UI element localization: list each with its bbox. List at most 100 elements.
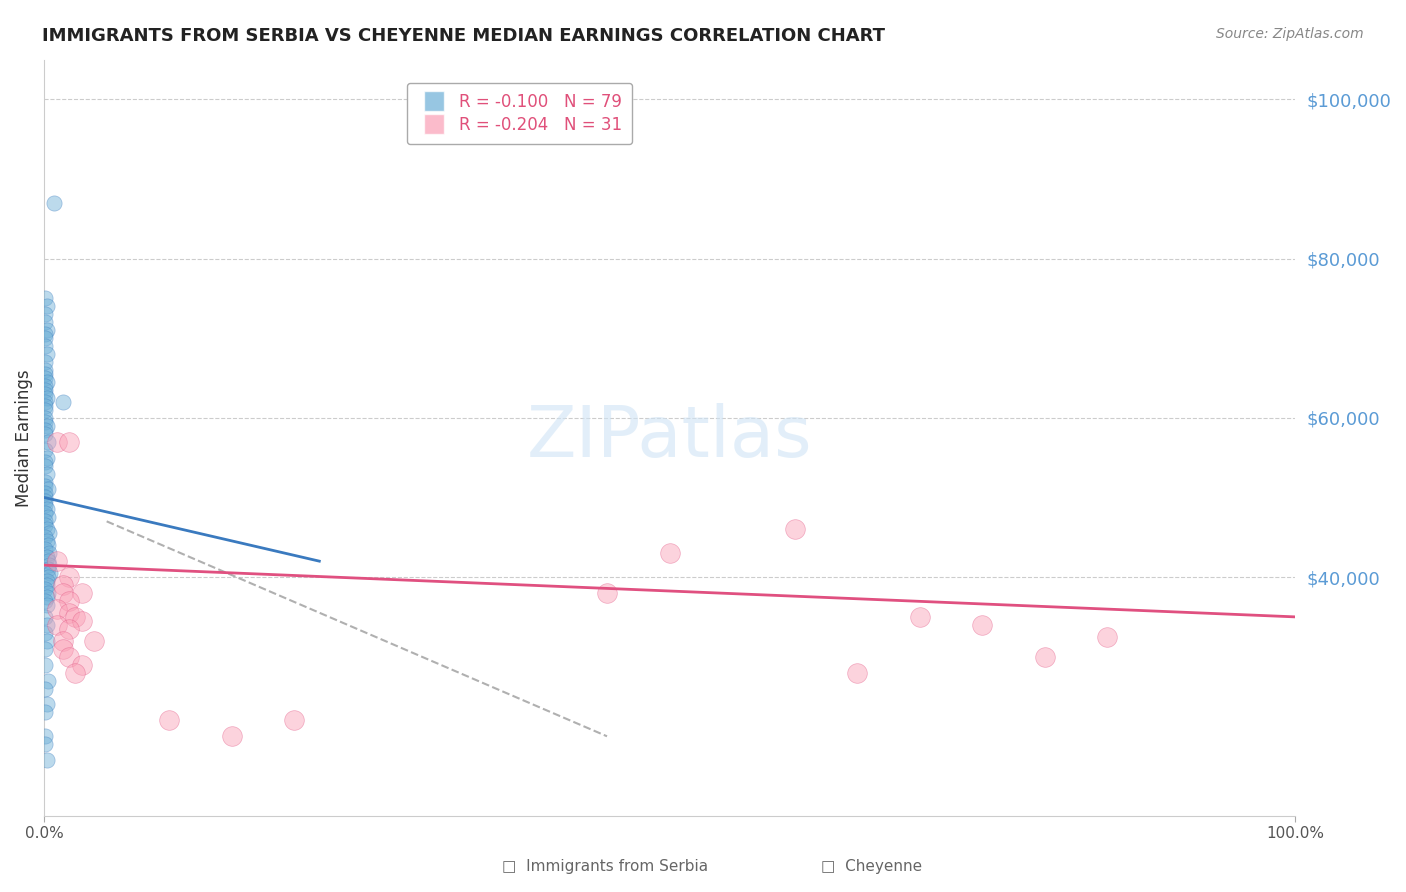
- Point: [35, 617, 58, 632]
- Point: [34, 486, 56, 500]
- Point: [34, 371, 56, 385]
- Point: [37, 538, 59, 552]
- Point: [58, 434, 80, 449]
- Point: [1097, 630, 1119, 644]
- Point: [596, 586, 619, 600]
- Point: [34, 327, 56, 342]
- Point: [35, 418, 58, 433]
- Point: [34, 582, 56, 596]
- Point: [58, 570, 80, 584]
- Point: [34, 518, 56, 533]
- Point: [35, 450, 58, 465]
- Text: □  Cheyenne: □ Cheyenne: [821, 859, 922, 874]
- Point: [34, 339, 56, 353]
- Point: [52, 586, 75, 600]
- Point: [37, 434, 59, 449]
- Point: [35, 299, 58, 313]
- Point: [37, 510, 59, 524]
- Point: [35, 323, 58, 337]
- Point: [38, 558, 60, 573]
- Point: [34, 403, 56, 417]
- Point: [42, 195, 65, 210]
- Point: [35, 590, 58, 604]
- Point: [45, 434, 67, 449]
- Point: [34, 415, 56, 429]
- Point: [35, 598, 58, 612]
- Point: [37, 673, 59, 688]
- Text: Source: ZipAtlas.com: Source: ZipAtlas.com: [1216, 27, 1364, 41]
- Point: [908, 610, 931, 624]
- Point: [35, 698, 58, 712]
- Point: [34, 307, 56, 321]
- Point: [34, 399, 56, 413]
- Point: [34, 494, 56, 508]
- Point: [65, 610, 87, 624]
- Point: [52, 641, 75, 656]
- Point: [34, 507, 56, 521]
- Point: [34, 355, 56, 369]
- Point: [58, 594, 80, 608]
- Point: [65, 665, 87, 680]
- Point: [58, 606, 80, 620]
- Text: □  Immigrants from Serbia: □ Immigrants from Serbia: [502, 859, 707, 874]
- Point: [70, 614, 93, 628]
- Point: [45, 617, 67, 632]
- Point: [34, 514, 56, 528]
- Point: [34, 383, 56, 397]
- Point: [35, 578, 58, 592]
- Point: [34, 442, 56, 457]
- Y-axis label: Median Earnings: Median Earnings: [15, 369, 32, 507]
- Point: [34, 625, 56, 640]
- Point: [658, 546, 681, 560]
- Point: [34, 641, 56, 656]
- Text: ZIPatlas: ZIPatlas: [527, 403, 813, 472]
- Point: [35, 375, 58, 389]
- Point: [34, 610, 56, 624]
- Point: [52, 395, 75, 409]
- Point: [37, 554, 59, 568]
- Point: [34, 657, 56, 672]
- Point: [35, 574, 58, 588]
- Point: [34, 706, 56, 720]
- Point: [70, 586, 93, 600]
- Point: [35, 467, 58, 481]
- Legend: R = -0.100   N = 79, R = -0.204   N = 31: R = -0.100 N = 79, R = -0.204 N = 31: [408, 83, 631, 145]
- Point: [35, 347, 58, 361]
- Point: [34, 387, 56, 401]
- Point: [37, 586, 59, 600]
- Point: [34, 478, 56, 492]
- Point: [35, 550, 58, 565]
- Point: [35, 753, 58, 767]
- Point: [70, 657, 93, 672]
- Point: [35, 522, 58, 536]
- Point: [37, 570, 59, 584]
- Point: [34, 423, 56, 437]
- Text: IMMIGRANTS FROM SERBIA VS CHEYENNE MEDIAN EARNINGS CORRELATION CHART: IMMIGRANTS FROM SERBIA VS CHEYENNE MEDIA…: [42, 27, 886, 45]
- Point: [1033, 649, 1056, 664]
- Point: [34, 737, 56, 751]
- Point: [45, 602, 67, 616]
- Point: [52, 578, 75, 592]
- Point: [783, 522, 806, 536]
- Point: [38, 546, 60, 560]
- Point: [846, 665, 869, 680]
- Point: [157, 714, 180, 728]
- Point: [34, 455, 56, 469]
- Point: [58, 622, 80, 636]
- Point: [39, 566, 62, 580]
- Point: [34, 363, 56, 377]
- Point: [34, 475, 56, 489]
- Point: [34, 315, 56, 329]
- Point: [34, 499, 56, 513]
- Point: [34, 379, 56, 393]
- Point: [34, 530, 56, 544]
- Point: [83, 633, 105, 648]
- Point: [34, 395, 56, 409]
- Point: [972, 617, 994, 632]
- Point: [34, 491, 56, 505]
- Point: [35, 391, 58, 405]
- Point: [34, 681, 56, 696]
- Point: [37, 562, 59, 576]
- Point: [34, 410, 56, 425]
- Point: [34, 426, 56, 441]
